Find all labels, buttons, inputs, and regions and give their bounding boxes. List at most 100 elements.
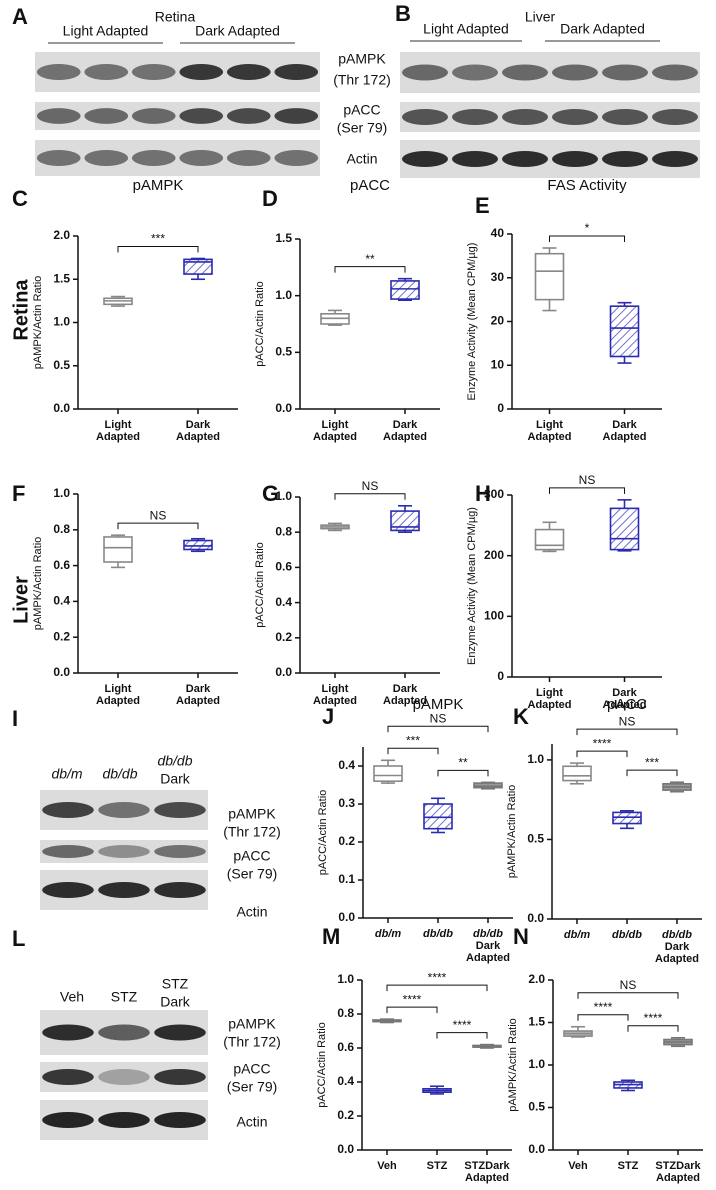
x-tick-label: Adapted (655, 953, 699, 965)
blot-band (226, 64, 271, 80)
significance-bracket (576, 728, 678, 736)
blot-band (98, 1112, 150, 1128)
y-tick-label: 0.5 (528, 1100, 545, 1114)
chart-title: pACC (607, 696, 647, 713)
panel-letter: L (12, 926, 25, 951)
blot-band (652, 151, 698, 167)
y-tick-label: 0.0 (53, 665, 70, 679)
x-tick-label: Dark (476, 940, 501, 952)
row-label: Liver (10, 576, 32, 624)
y-tick-label: 100 (484, 609, 504, 623)
significance-label: *** (151, 232, 165, 246)
x-tick-label: Adapted (383, 695, 427, 707)
box (183, 258, 213, 275)
x-tick-label: Light (105, 683, 132, 695)
y-tick-label: 0.0 (275, 665, 292, 679)
significance-bracket (387, 747, 439, 755)
blot-band (84, 150, 129, 166)
y-tick-label: 1.0 (337, 972, 354, 986)
significance-label: *** (645, 755, 659, 769)
x-tick-label: Veh (377, 1160, 397, 1172)
blot-band (402, 109, 448, 125)
y-tick-label: 0 (497, 669, 504, 683)
blot-band (226, 150, 271, 166)
chart-title: pAMPK (413, 696, 464, 713)
significance-bracket (334, 266, 406, 273)
blot-strip (40, 840, 208, 863)
lane-label: Dark (160, 994, 191, 1010)
x-tick-label: STZ (427, 1160, 448, 1172)
blot-band (154, 1024, 206, 1041)
significance-label: ** (458, 756, 468, 770)
x-tick-label: Adapted (176, 695, 220, 707)
y-tick-label: 0.4 (337, 1074, 354, 1088)
blot-band (274, 64, 319, 80)
y-tick-label: 2.0 (53, 228, 70, 242)
blot-band (274, 108, 319, 124)
blot-band (154, 802, 206, 818)
y-tick-label: 0.8 (275, 524, 292, 538)
panel-letter: G (262, 481, 279, 506)
significance-bracket (576, 750, 628, 758)
blot-row-label: (Ser 79) (337, 120, 388, 136)
blot-band (154, 845, 206, 858)
blot-row-label: (Thr 172) (333, 72, 391, 88)
y-tick-label: 0.0 (338, 910, 355, 924)
x-tick-label: db/db (612, 929, 642, 941)
significance-bracket (626, 769, 678, 777)
x-tick-label: STZDark (464, 1160, 510, 1172)
significance-bracket (386, 984, 488, 992)
box (183, 539, 213, 551)
blot-row-label: pAMPK (228, 806, 276, 822)
significance-bracket (577, 992, 679, 999)
significance-label: **** (593, 736, 612, 750)
x-tick-label: db/m (564, 929, 590, 941)
blot-band (98, 1024, 150, 1041)
y-tick-label: 0.8 (53, 522, 70, 536)
y-tick-label: 0.2 (338, 834, 355, 848)
y-axis-label: pAMPK/Actin Ratio (507, 1018, 519, 1112)
y-tick-label: 0.6 (337, 1040, 354, 1054)
panel-letter: B (395, 1, 411, 26)
significance-label: **** (594, 1000, 613, 1014)
panel-letter: A (12, 4, 28, 29)
blot-row-label: Actin (346, 151, 377, 167)
blot-band (552, 64, 598, 81)
blot-band (179, 64, 224, 80)
panel-letter: M (322, 924, 340, 949)
significance-label: **** (644, 1011, 663, 1025)
group-label: Light Adapted (423, 21, 509, 37)
y-tick-label: 0.0 (528, 1142, 545, 1156)
blot-band (552, 109, 598, 125)
x-tick-label: Adapted (96, 695, 140, 707)
x-tick-label: Dark (665, 941, 690, 953)
blot-row-label: Actin (236, 904, 267, 920)
group-label: Light Adapted (63, 23, 149, 39)
y-tick-label: 0 (497, 401, 504, 415)
y-tick-label: 0.2 (275, 630, 292, 644)
blot-band (42, 802, 94, 818)
panel-letter: C (12, 186, 28, 211)
blot-row-label: pAMPK (228, 1016, 276, 1032)
x-tick-label: Dark (612, 687, 637, 699)
x-tick-label: Adapted (603, 699, 647, 711)
significance-bracket (117, 245, 199, 253)
significance-label: * (585, 221, 590, 235)
blot-row-label: pACC (343, 102, 380, 118)
blot-band (154, 1069, 206, 1085)
blot-band (154, 1112, 206, 1128)
significance-bracket (577, 1014, 629, 1021)
blot-band (131, 64, 176, 80)
significance-label: NS (362, 479, 379, 493)
x-tick-label: db/db (423, 928, 453, 940)
x-tick-label: Light (536, 687, 563, 699)
blot-band (402, 151, 448, 167)
panel-letter: J (322, 704, 334, 729)
x-tick-label: Adapted (465, 1172, 509, 1184)
x-tick-label: Adapted (96, 431, 140, 443)
blot-strip (35, 102, 320, 130)
y-tick-label: 20 (491, 314, 505, 328)
box (390, 280, 420, 300)
group-label: Dark Adapted (560, 21, 645, 37)
significance-label: *** (406, 733, 420, 747)
